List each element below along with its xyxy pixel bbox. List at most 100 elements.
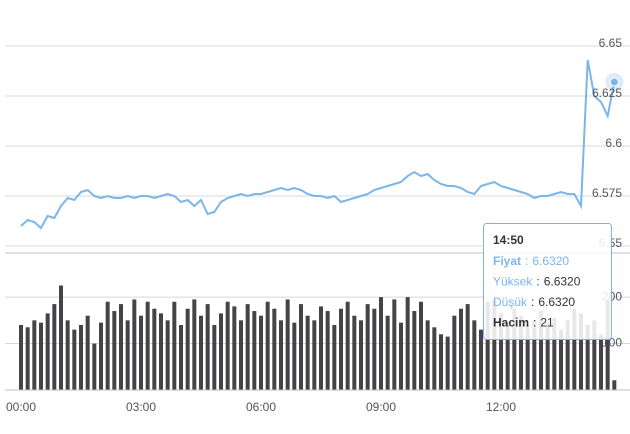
volume-bar bbox=[372, 308, 377, 390]
volume-bar bbox=[465, 304, 470, 390]
tooltip-row: Düşük:6.6320 bbox=[493, 295, 575, 309]
tooltip-row: Yüksek:6.6320 bbox=[493, 275, 581, 289]
volume-bar bbox=[332, 324, 337, 390]
volume-bar bbox=[399, 322, 403, 390]
volume-bar bbox=[32, 320, 37, 390]
tooltip-value: 6.6320 bbox=[544, 275, 581, 289]
x-tick-label: 03:00 bbox=[126, 400, 156, 414]
volume-bar bbox=[192, 299, 197, 390]
volume-bar bbox=[305, 315, 310, 390]
volume-bar bbox=[525, 324, 530, 390]
volume-bar bbox=[499, 313, 503, 390]
volume-bar bbox=[559, 329, 563, 390]
volume-bar bbox=[512, 308, 517, 390]
volume-bar bbox=[565, 320, 570, 390]
volume-bar bbox=[112, 311, 117, 390]
volume-bar bbox=[579, 313, 583, 390]
volume-bar bbox=[532, 320, 537, 390]
volume-bar bbox=[205, 304, 210, 390]
volume-bar bbox=[179, 324, 183, 390]
x-tick-label: 00:00 bbox=[6, 400, 36, 414]
volume-bar bbox=[39, 322, 43, 390]
volume-bar bbox=[572, 308, 577, 390]
volume-bar bbox=[45, 313, 50, 390]
volume-bar bbox=[139, 315, 143, 390]
x-tick-label: 12:00 bbox=[486, 400, 516, 414]
volume-bar bbox=[245, 304, 250, 390]
tooltip-value: 6.6320 bbox=[538, 295, 575, 309]
volume-bar bbox=[145, 301, 150, 390]
volume-bar bbox=[592, 320, 597, 390]
volume-bar bbox=[379, 297, 383, 390]
tooltip-time: 14:50 bbox=[493, 233, 524, 247]
volume-bar bbox=[325, 311, 330, 390]
volume-bar bbox=[505, 322, 510, 390]
volume-bar bbox=[319, 306, 323, 390]
volume-bar bbox=[272, 308, 277, 390]
volume-bar bbox=[605, 299, 610, 390]
volume-bar bbox=[359, 320, 363, 390]
volume-bar bbox=[552, 318, 557, 390]
volume-bar bbox=[52, 304, 57, 390]
y-tick-label: 6.65 bbox=[599, 36, 623, 50]
y-tick-label: 6.625 bbox=[592, 86, 622, 100]
volume-bar bbox=[419, 301, 423, 390]
volume-bar bbox=[172, 301, 177, 390]
volume-bar bbox=[159, 313, 163, 390]
volume-bar bbox=[459, 308, 463, 390]
volume-bar bbox=[292, 322, 297, 390]
tooltip-label: Hacim bbox=[493, 316, 529, 330]
x-tick-label: 09:00 bbox=[366, 400, 396, 414]
volume-bar bbox=[425, 320, 430, 390]
volume-bar bbox=[352, 315, 357, 390]
volume-bar bbox=[479, 329, 483, 390]
volume-bar bbox=[72, 329, 77, 390]
volume-bar bbox=[452, 315, 457, 390]
volume-bar bbox=[92, 343, 97, 390]
tooltip-box bbox=[483, 223, 612, 340]
volume-bar bbox=[599, 334, 603, 390]
volume-bar bbox=[299, 304, 303, 390]
volume-bar bbox=[492, 299, 497, 390]
volume-bar bbox=[485, 301, 490, 390]
volume-bar bbox=[225, 301, 230, 390]
volume-bar bbox=[79, 324, 83, 390]
volume-bar bbox=[185, 308, 190, 390]
volume-bar bbox=[365, 304, 370, 390]
volume-bar bbox=[439, 334, 443, 390]
volume-bar bbox=[199, 315, 203, 390]
tooltip-row: Fiyat:6.6320 bbox=[493, 254, 569, 268]
tooltip-separator: : bbox=[531, 295, 534, 309]
volume-bar bbox=[519, 315, 523, 390]
volume-bar bbox=[405, 297, 410, 390]
tooltip-label: Düşük bbox=[493, 295, 528, 309]
tooltip-label: Fiyat bbox=[493, 254, 521, 268]
tooltip-separator: : bbox=[525, 254, 528, 268]
tooltip-separator: : bbox=[536, 275, 539, 289]
volume-bar bbox=[585, 324, 590, 390]
volume-bar bbox=[345, 301, 350, 390]
volume-bar bbox=[412, 311, 417, 390]
volume-bar bbox=[612, 380, 617, 390]
volume-bar bbox=[65, 320, 70, 390]
tooltip-separator: : bbox=[533, 316, 536, 330]
volume-bar bbox=[285, 299, 290, 390]
volume-bar bbox=[312, 320, 317, 390]
tooltip-row: Hacim:21 bbox=[493, 316, 554, 330]
tooltip-value: 21 bbox=[540, 316, 554, 330]
volume-bar bbox=[99, 322, 103, 390]
y-tick-label: 6.575 bbox=[592, 186, 622, 200]
y-tick-label: 6.6 bbox=[605, 136, 622, 150]
volume-bar bbox=[59, 285, 63, 390]
volume-bar bbox=[392, 299, 397, 390]
x-tick-label: 06:00 bbox=[246, 400, 276, 414]
volume-bar bbox=[265, 301, 270, 390]
volume-bar bbox=[125, 320, 130, 390]
volume-bar bbox=[219, 313, 223, 390]
tooltip: 14:50Fiyat:6.6320Yüksek:6.6320Düşük:6.63… bbox=[483, 223, 612, 340]
volume-bar bbox=[232, 306, 237, 390]
volume-bar bbox=[445, 336, 450, 390]
volume-bar bbox=[152, 308, 157, 390]
